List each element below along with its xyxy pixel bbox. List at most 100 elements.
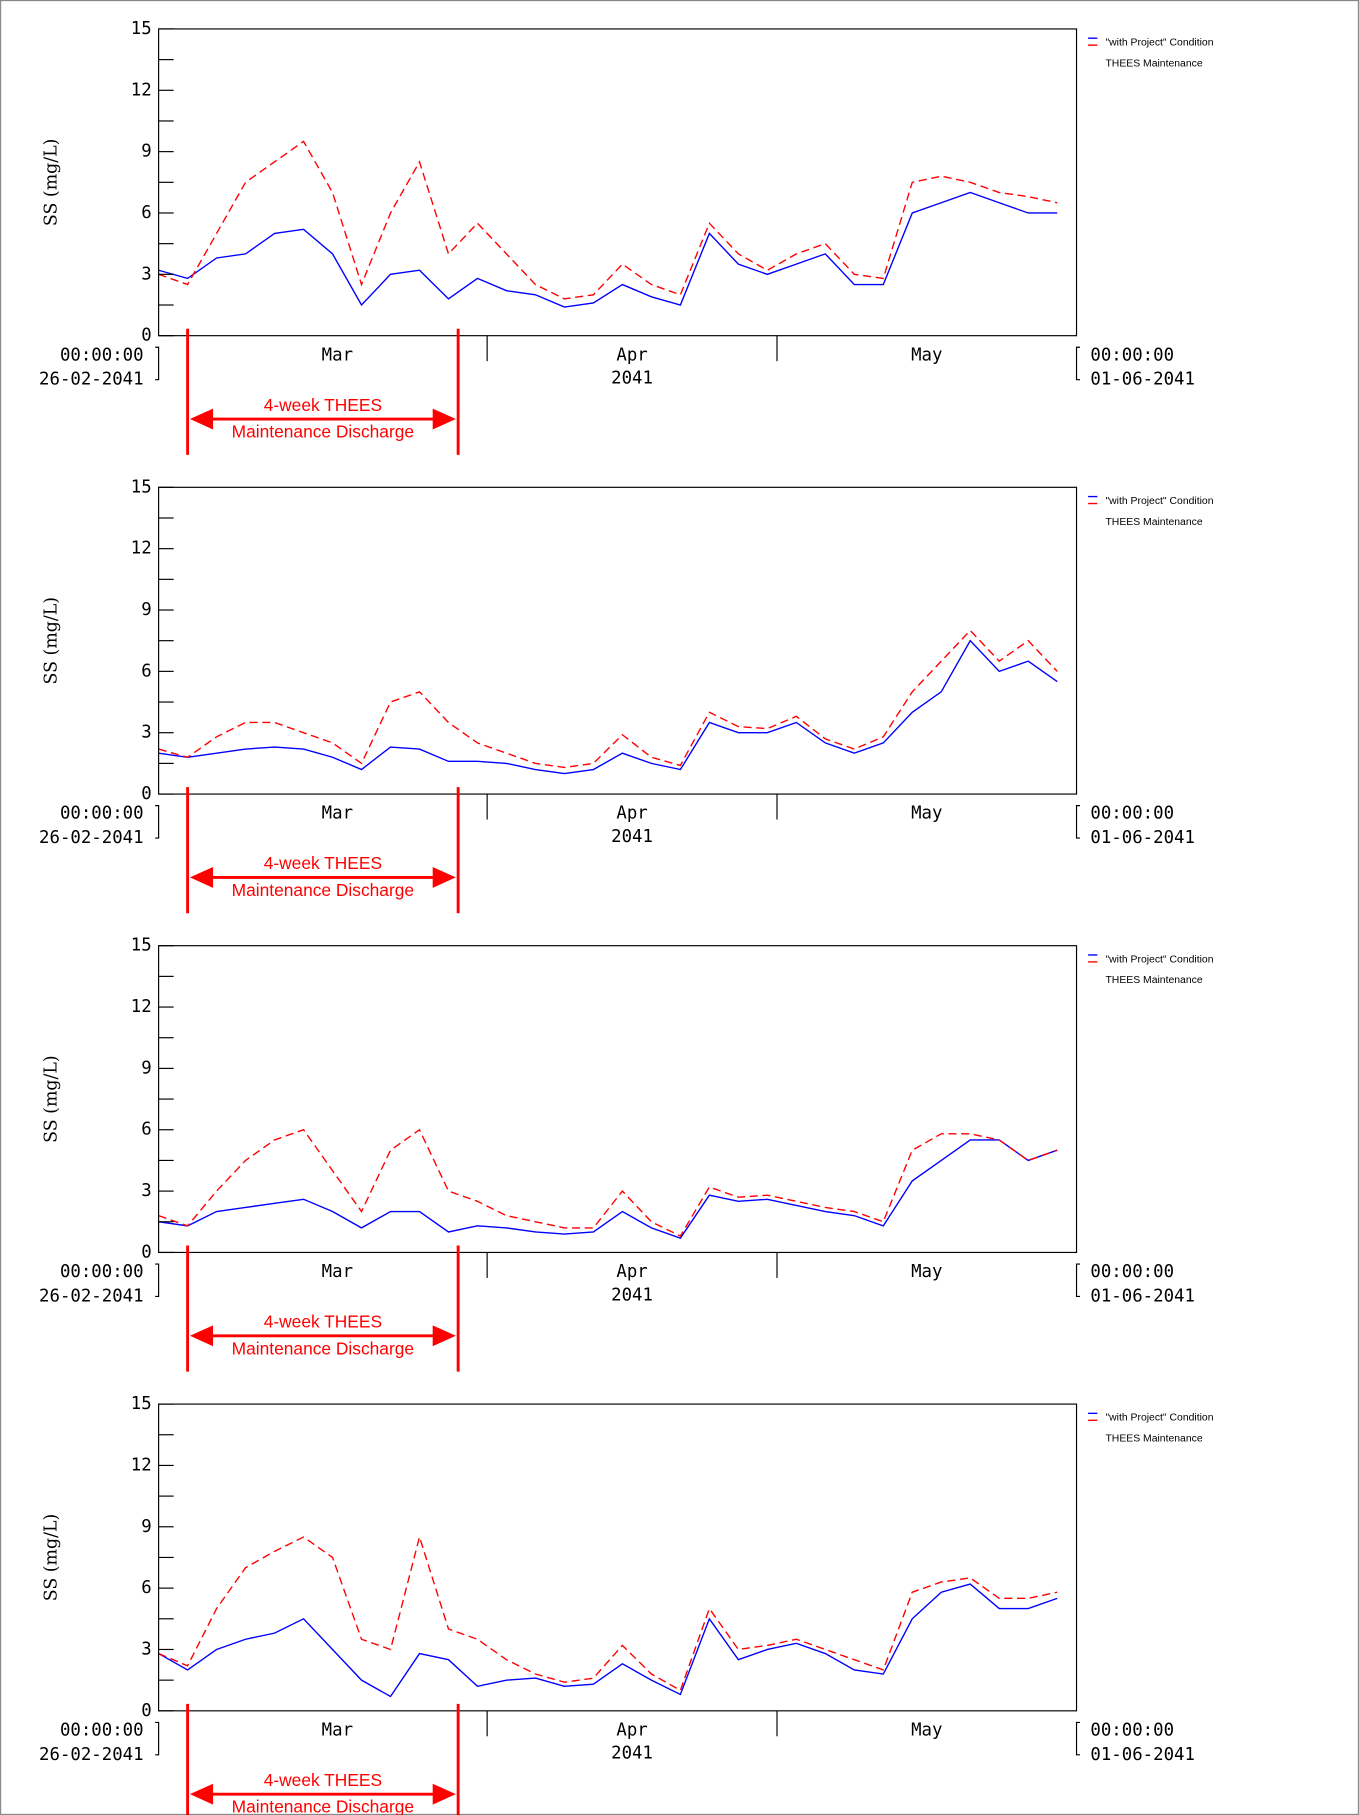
y-tick-label: 9: [141, 1058, 151, 1078]
year-label: 2041: [611, 369, 653, 389]
start-label: 00:00:00: [60, 1262, 144, 1282]
legend-label: THEES Maintenance: [1105, 58, 1202, 69]
series-line: [158, 639, 1058, 775]
y-tick-label: 12: [131, 1455, 152, 1475]
year-label: 2041: [611, 1744, 653, 1764]
y-axis-label: SS (mg/L): [42, 1514, 62, 1602]
y-tick-label: 3: [141, 723, 151, 743]
start-label: 26-02-2041: [39, 370, 144, 390]
arrow-head: [189, 1783, 214, 1805]
annotation-text: 4-week THEES: [264, 853, 382, 873]
y-tick-label: 9: [141, 1517, 151, 1537]
y-tick-label: 0: [141, 784, 151, 804]
y-tick-label: 9: [141, 600, 151, 620]
y-tick-label: 0: [141, 1701, 151, 1721]
start-label: 00:00:00: [60, 1721, 144, 1741]
panel: "with Project" Condition THEES Maintenanc…: [39, 477, 1214, 914]
y-tick-label: 15: [131, 477, 152, 497]
arrow-head: [432, 1325, 456, 1347]
end-label: 00:00:00: [1090, 1721, 1174, 1741]
end-label: 00:00:00: [1090, 1262, 1174, 1282]
end-label: 01-06-2041: [1090, 370, 1195, 390]
annotation-text: Maintenance Discharge: [232, 1338, 414, 1358]
start-label: 00:00:00: [60, 345, 144, 365]
legend-label: THEES Maintenance: [1105, 1434, 1202, 1445]
panel: "with Project" Condition THEES Maintenanc…: [39, 1394, 1214, 1815]
start-label: 26-02-2041: [39, 828, 144, 848]
annotation-text: Maintenance Discharge: [232, 421, 414, 441]
series-line: [158, 1128, 1058, 1237]
arrow-head: [189, 1325, 214, 1347]
y-tick-label: 12: [131, 539, 152, 559]
legend-label: "with Project" Condition: [1105, 954, 1213, 965]
x-tick-label: Mar: [322, 804, 353, 824]
annotation-text: Maintenance Discharge: [232, 1797, 414, 1815]
y-tick-label: 3: [141, 1181, 151, 1201]
x-tick-label: Mar: [322, 345, 353, 365]
x-tick-label: May: [911, 345, 942, 365]
start-label: 26-02-2041: [39, 1745, 144, 1765]
y-axis-label: SS (mg/L): [42, 139, 62, 227]
y-tick-label: 6: [141, 1120, 151, 1140]
start-label: 26-02-2041: [39, 1286, 144, 1306]
end-label: 00:00:00: [1090, 345, 1174, 365]
annotation-text: 4-week THEES: [264, 1770, 382, 1790]
annotation-text: 4-week THEES: [264, 1312, 382, 1332]
x-tick-label: May: [911, 1262, 942, 1282]
y-tick-label: 12: [131, 80, 152, 100]
series-line: [158, 1534, 1058, 1692]
series-line: [158, 629, 1058, 769]
x-tick-label: May: [911, 1721, 942, 1741]
arrow-head: [189, 866, 214, 888]
end-label: 01-06-2041: [1090, 1745, 1195, 1765]
end-bracket: [1075, 1263, 1081, 1298]
x-tick-label: Apr: [616, 804, 647, 824]
annotation-text: Maintenance Discharge: [232, 880, 414, 900]
y-tick-label: 6: [141, 203, 151, 223]
y-axis-label: SS (mg/L): [42, 597, 62, 685]
arrow-head: [432, 1783, 456, 1805]
series-line: [158, 140, 1058, 300]
series-line: [158, 191, 1058, 308]
x-tick-label: Mar: [322, 1721, 353, 1741]
x-tick-label: Apr: [616, 1721, 647, 1741]
x-tick-label: Apr: [616, 1262, 647, 1282]
year-label: 2041: [611, 827, 653, 847]
arrow-head: [189, 408, 214, 430]
end-label: 01-06-2041: [1090, 1286, 1195, 1306]
legend-label: "with Project" Condition: [1105, 38, 1213, 49]
legend-label: "with Project" Condition: [1105, 1413, 1213, 1424]
end-bracket: [1075, 805, 1081, 839]
y-axis-label: SS (mg/L): [42, 1055, 62, 1143]
y-tick-label: 9: [141, 142, 151, 162]
y-tick-label: 15: [131, 936, 152, 956]
annotation-text: 4-week THEES: [264, 395, 382, 415]
arrow-head: [432, 408, 456, 430]
y-tick-label: 15: [131, 1394, 152, 1414]
start-bracket: [155, 346, 160, 381]
series-line: [158, 1139, 1058, 1239]
y-tick-label: 6: [141, 661, 151, 681]
start-bracket: [155, 805, 160, 839]
y-tick-label: 6: [141, 1578, 151, 1598]
x-tick-label: May: [911, 804, 942, 824]
end-label: 00:00:00: [1090, 804, 1174, 824]
y-tick-label: 0: [141, 1242, 151, 1262]
start-bracket: [155, 1263, 160, 1298]
end-bracket: [1075, 1721, 1081, 1756]
start-bracket: [155, 1721, 160, 1756]
legend-label: THEES Maintenance: [1105, 517, 1202, 528]
panel: "with Project" Condition THEES Maintenanc…: [39, 19, 1214, 455]
legend-label: THEES Maintenance: [1105, 975, 1202, 986]
y-tick-label: 3: [141, 264, 151, 284]
start-label: 00:00:00: [60, 804, 144, 824]
y-tick-label: 0: [141, 326, 151, 346]
x-tick-label: Mar: [322, 1262, 353, 1282]
end-bracket: [1075, 346, 1081, 381]
end-label: 01-06-2041: [1090, 828, 1195, 848]
series-line: [158, 1583, 1058, 1698]
y-tick-label: 15: [131, 19, 152, 39]
